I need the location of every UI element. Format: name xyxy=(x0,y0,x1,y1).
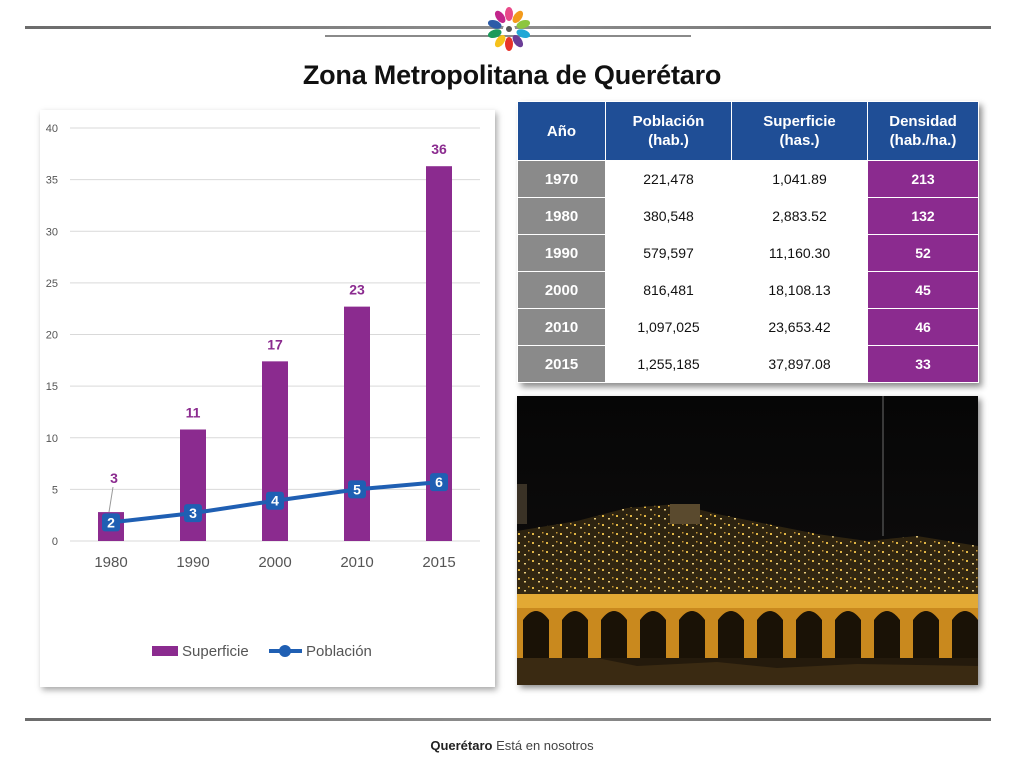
table-header-cell: Población (hab.) xyxy=(605,101,732,161)
aqueduct-arch xyxy=(679,611,705,658)
table-cell: 132 xyxy=(867,197,979,235)
table-header-cell: Densidad (hab./ha.) xyxy=(867,101,979,161)
legend-swatch-superficie xyxy=(152,646,178,656)
table-cell: 2010 xyxy=(517,308,606,346)
table-row: 2000 816,481 18,108.13 45 xyxy=(517,271,979,309)
bar-data-label: 36 xyxy=(431,141,447,157)
y-tick-label: 25 xyxy=(46,278,58,290)
table-cell: 23,653.42 xyxy=(731,308,868,346)
table-row: 1980 380,548 2,883.52 132 xyxy=(517,197,979,235)
line-label-box xyxy=(266,491,284,510)
table-cell: 1980 xyxy=(517,197,606,235)
table-cell: 816,481 xyxy=(605,271,732,309)
legend-marker-poblacion xyxy=(279,645,291,657)
table-body: 1970 221,478 1,041.89 213 1980 380,548 2,883.5… xyxy=(517,160,979,383)
table-cell: 18,108.13 xyxy=(731,271,868,309)
aqueduct-arch xyxy=(874,611,900,658)
table-cell: 1,097,025 xyxy=(605,308,732,346)
aqueduct-arch xyxy=(562,611,588,658)
bottom-rule xyxy=(25,718,991,721)
label-leader-line xyxy=(108,487,114,513)
y-tick-label: 20 xyxy=(46,330,58,342)
aqueduct-arch xyxy=(601,611,627,658)
top-rule-short xyxy=(325,35,691,37)
table-row: 2015 1,255,185 37,897.08 33 xyxy=(517,345,979,383)
table-cell: 1990 xyxy=(517,234,606,272)
table-header-cell: Superficie (has.) xyxy=(731,101,868,161)
bar-data-label: 11 xyxy=(186,404,201,420)
aqueduct-arch xyxy=(796,611,822,658)
page-title: Zona Metropolitana de Querétaro xyxy=(302,60,722,90)
aqueduct-arch xyxy=(913,611,939,658)
aqueduct-arch xyxy=(757,611,783,658)
line-label-box xyxy=(348,480,366,499)
legend-label-poblacion: Población xyxy=(306,643,372,660)
table-cell: 380,548 xyxy=(605,197,732,235)
table-cell: 1,041.89 xyxy=(731,160,868,198)
table-header-cell: Año xyxy=(517,101,606,161)
line-data-label: 4 xyxy=(271,493,279,509)
line-data-label: 5 xyxy=(353,481,361,497)
y-tick-label: 40 xyxy=(46,123,58,135)
footer-brand: Querétaro xyxy=(430,738,493,753)
y-tick-label: 30 xyxy=(46,226,58,238)
x-tick-label: 2015 xyxy=(422,554,455,571)
line-label-box xyxy=(430,473,448,492)
queretaro-logo-icon xyxy=(487,7,531,51)
bar-data-label: 17 xyxy=(267,336,283,352)
table-row: 1970 221,478 1,041.89 213 xyxy=(517,160,979,198)
line-data-label: 2 xyxy=(107,514,115,530)
table-cell: 221,478 xyxy=(605,160,732,198)
table-cell: 46 xyxy=(867,308,979,346)
bar-data-label: 3 xyxy=(110,470,118,486)
x-tick-label: 1990 xyxy=(176,554,209,571)
y-tick-label: 10 xyxy=(46,433,58,445)
table-cell: 2,883.52 xyxy=(731,197,868,235)
line-data-label: 3 xyxy=(189,505,197,521)
bar-superficie xyxy=(180,429,206,541)
table-cell: 11,160.30 xyxy=(731,234,868,272)
y-tick-label: 35 xyxy=(46,175,58,187)
data-table-panel: Año Población (hab.) Superficie (has.) Densid… xyxy=(517,101,979,383)
aqueduct-arch xyxy=(835,611,861,658)
table-cell: 37,897.08 xyxy=(731,345,868,383)
table-cell: 2015 xyxy=(517,345,606,383)
aqueduct-arch xyxy=(523,611,549,658)
y-tick-label: 0 xyxy=(52,536,58,548)
y-tick-label: 5 xyxy=(52,484,58,496)
bar-superficie xyxy=(344,306,370,541)
bar-superficie xyxy=(262,361,288,541)
metro-data-table: Año Población (hab.) Superficie (has.) Densid… xyxy=(517,101,979,383)
table-row: 2010 1,097,025 23,653.42 46 xyxy=(517,308,979,346)
line-label-box xyxy=(184,504,202,523)
table-cell: 33 xyxy=(867,345,979,383)
x-tick-label: 2010 xyxy=(340,554,373,571)
table-row: 1990 579,597 11,160.30 52 xyxy=(517,234,979,272)
aqueduct-arch xyxy=(640,611,666,658)
y-tick-label: 15 xyxy=(46,381,58,393)
table-cell: 1,255,185 xyxy=(605,345,732,383)
table-cell: 1970 xyxy=(517,160,606,198)
aqueduct-night-photo xyxy=(517,396,978,685)
line-label-box xyxy=(102,513,120,532)
table-cell: 213 xyxy=(867,160,979,198)
legend-label-superficie: Superficie xyxy=(182,643,249,660)
table-cell: 52 xyxy=(867,234,979,272)
table-cell: 579,597 xyxy=(605,234,732,272)
table-cell: 2000 xyxy=(517,271,606,309)
x-tick-label: 2000 xyxy=(258,554,291,571)
aqueduct-arch xyxy=(718,611,744,658)
x-tick-label: 1980 xyxy=(94,554,127,571)
chart-panel: 0 5 10 15 20 25 30 35 40 1980 1990 2000 2010 2015 3 11 1… xyxy=(40,110,495,687)
table-cell: 45 xyxy=(867,271,979,309)
footer: Querétaro Está en nosotros xyxy=(0,738,1024,753)
line-data-label: 6 xyxy=(435,474,443,490)
table-header-row: Año Población (hab.) Superficie (has.) Densid… xyxy=(517,101,979,161)
bar-data-label: 23 xyxy=(349,282,365,298)
aqueduct-arch xyxy=(952,611,978,658)
footer-slogan: Está en nosotros xyxy=(496,738,594,753)
city-night-image xyxy=(517,396,978,685)
